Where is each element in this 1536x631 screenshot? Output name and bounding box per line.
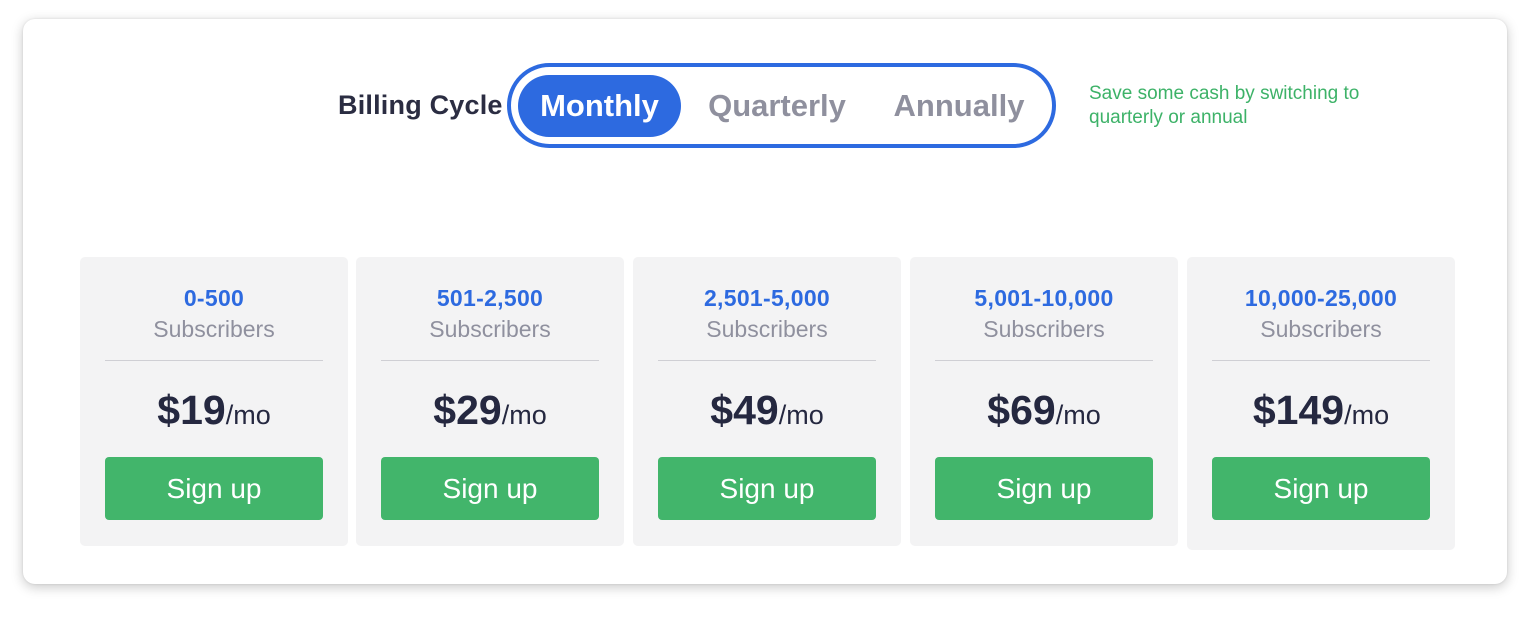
tier-divider: [658, 360, 876, 361]
tier-divider: [381, 360, 599, 361]
pricing-tier-card: 501-2,500 Subscribers $29/mo Sign up: [356, 257, 624, 546]
billing-option-annually[interactable]: Annually: [893, 88, 1025, 123]
price-period: /mo: [1344, 400, 1390, 430]
price-period: /mo: [225, 400, 271, 430]
pricing-tier-card: 0-500 Subscribers $19/mo Sign up: [80, 257, 348, 546]
price-amount: $19: [157, 387, 226, 433]
tier-divider: [105, 360, 323, 361]
price-period: /mo: [501, 400, 547, 430]
pricing-tier-card: 10,000-25,000 Subscribers $149/mo Sign u…: [1187, 257, 1455, 550]
tier-unit: Subscribers: [153, 316, 275, 342]
billing-cycle-label: Billing Cycle: [338, 90, 503, 120]
signup-button[interactable]: Sign up: [105, 457, 323, 520]
tier-range: 10,000-25,000: [1244, 285, 1398, 311]
tier-price: $49/mo: [633, 387, 901, 434]
price-amount: $49: [710, 387, 779, 433]
price-amount: $149: [1252, 387, 1345, 433]
tier-unit: Subscribers: [983, 316, 1105, 342]
tier-price: $19/mo: [80, 387, 348, 434]
signup-button[interactable]: Sign up: [381, 457, 599, 520]
pricing-tier-card: 2,501-5,000 Subscribers $49/mo Sign up: [633, 257, 901, 546]
tier-range: 5,001-10,000: [974, 285, 1114, 311]
price-amount: $29: [433, 387, 502, 433]
tier-unit: Subscribers: [706, 316, 828, 342]
tier-unit: Subscribers: [1260, 316, 1382, 342]
signup-button[interactable]: Sign up: [935, 457, 1153, 520]
signup-button[interactable]: Sign up: [1212, 457, 1430, 520]
tier-range: 0-500: [183, 285, 245, 311]
tier-divider: [935, 360, 1153, 361]
tier-price: $29/mo: [356, 387, 624, 434]
billing-option-quarterly[interactable]: Quarterly: [708, 88, 846, 123]
price-period: /mo: [1055, 400, 1101, 430]
tier-unit: Subscribers: [429, 316, 551, 342]
billing-cycle-toggle: Monthly Quarterly Annually: [507, 63, 1056, 148]
tier-price: $69/mo: [910, 387, 1178, 434]
signup-button[interactable]: Sign up: [658, 457, 876, 520]
price-amount: $69: [987, 387, 1056, 433]
savings-note: Save some cash by switching to quarterly…: [1089, 83, 1360, 128]
price-period: /mo: [778, 400, 824, 430]
billing-option-monthly[interactable]: Monthly: [518, 75, 681, 137]
tier-price: $149/mo: [1187, 387, 1455, 434]
tier-divider: [1212, 360, 1430, 361]
tier-range: 2,501-5,000: [703, 285, 831, 311]
pricing-tier-card: 5,001-10,000 Subscribers $69/mo Sign up: [910, 257, 1178, 546]
tier-range: 501-2,500: [436, 285, 544, 311]
